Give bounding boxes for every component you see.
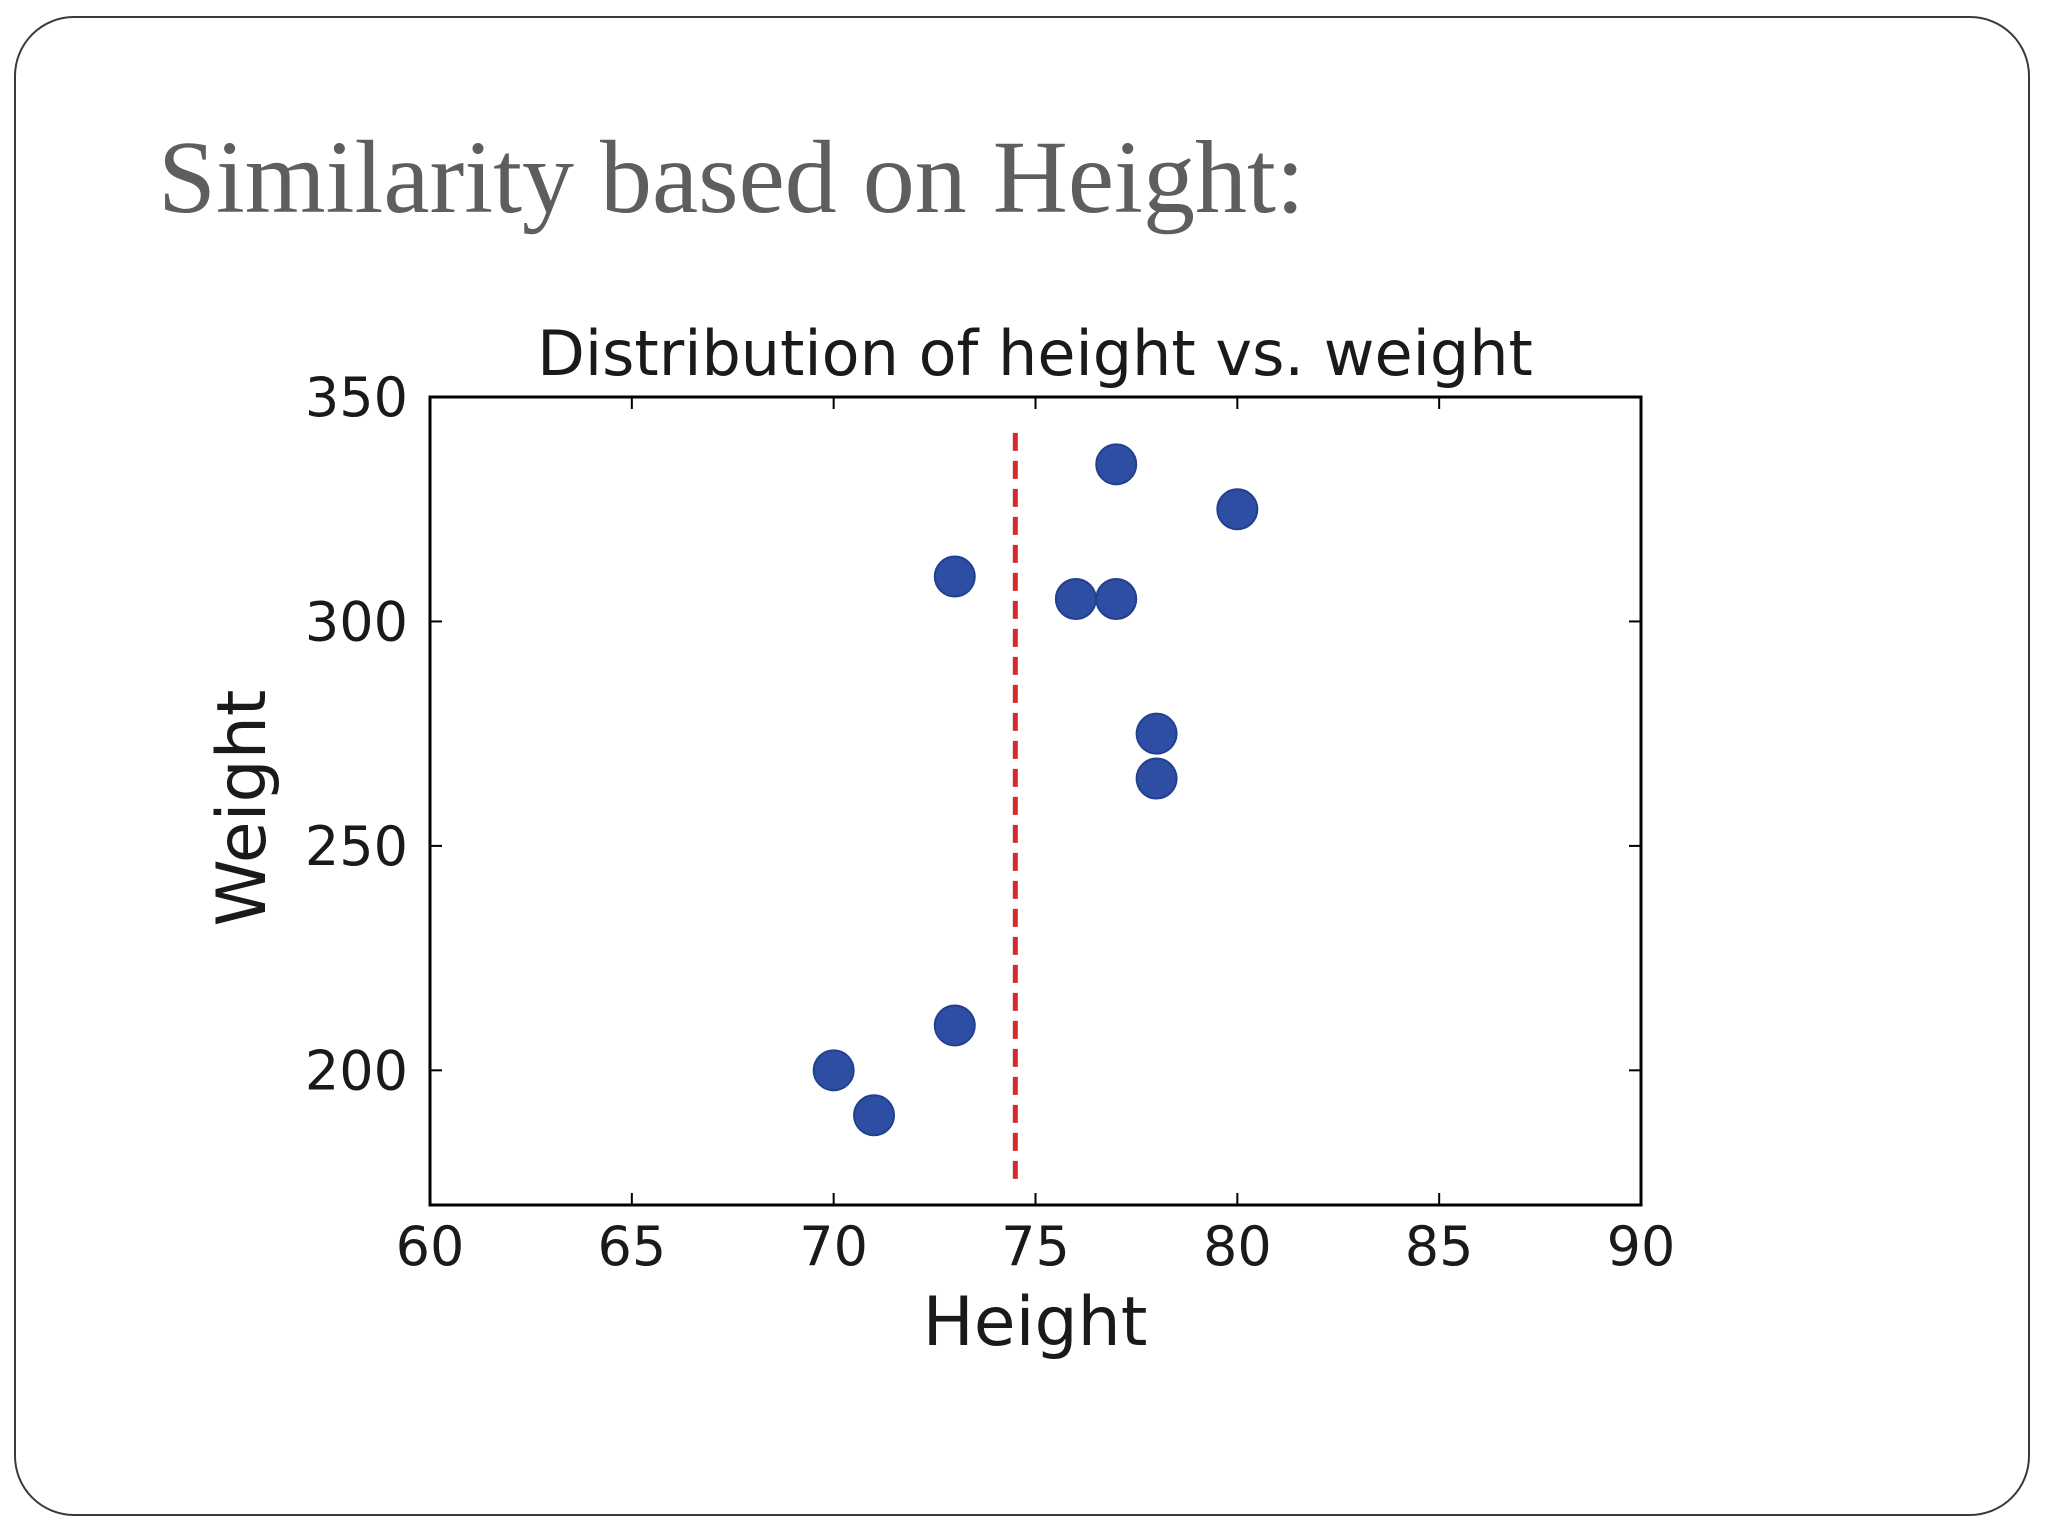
y-tick-label: 200 [305,1039,408,1102]
x-axis-label: Height [923,1283,1148,1362]
scatter-point [1135,757,1178,800]
data-points [812,443,1259,1137]
chart-title: Distribution of height vs. weight [537,317,1533,390]
scatter-point [933,1004,976,1047]
x-tick-label: 70 [799,1215,868,1278]
scatter-point [1216,488,1259,531]
scatter-point [1095,443,1138,486]
x-tick-label: 65 [597,1215,666,1278]
scatter-point [933,555,976,598]
y-axis-label: Weight [203,690,282,927]
y-tick-label: 350 [305,366,408,429]
slide-frame: Similarity based on Height: [14,16,2030,1516]
y-tick-label: 250 [305,815,408,878]
x-tick-label: 90 [1607,1215,1676,1278]
scatter-point [1135,712,1178,755]
x-tick-label: 75 [1001,1215,1070,1278]
x-axis-ticks: 60 65 70 75 80 85 90 [396,397,1676,1278]
plot-area-frame [428,395,1643,1207]
slide-title: Similarity based on Height: [158,120,1305,235]
x-tick-label: 80 [1203,1215,1272,1278]
scatter-point [812,1049,855,1092]
y-axis-ticks: 200 250 300 350 [305,366,1641,1102]
x-tick-label: 60 [396,1215,465,1278]
x-tick-label: 85 [1405,1215,1474,1278]
scatter-point [1095,578,1138,620]
y-tick-label: 300 [305,590,408,653]
scatter-point [853,1094,896,1137]
scatter-point [1054,578,1097,620]
